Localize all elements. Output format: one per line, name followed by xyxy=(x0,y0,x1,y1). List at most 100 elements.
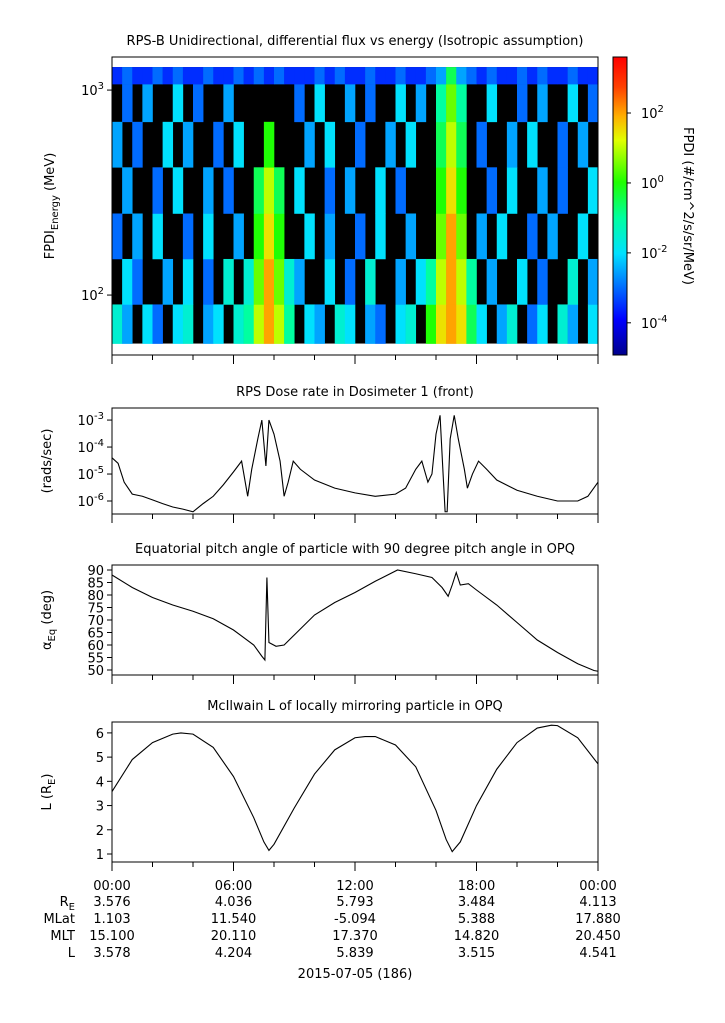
y-tick-label: 85 xyxy=(87,577,104,592)
heatmap-cell xyxy=(233,213,244,260)
heatmap-cell xyxy=(506,304,518,344)
heatmap-cell xyxy=(425,258,437,305)
heatmap-cell xyxy=(162,121,174,168)
ephemeris-value: 3.576 xyxy=(93,895,130,910)
heatmap-cell xyxy=(344,84,356,123)
heatmap-cell xyxy=(577,213,589,260)
heatmap-cell xyxy=(527,213,538,260)
heatmap-cell xyxy=(415,67,427,85)
y-tick-label: 10-5 xyxy=(77,465,104,483)
heatmap-cell xyxy=(233,121,244,168)
heatmap-cell xyxy=(567,84,579,123)
heatmap-cell xyxy=(425,67,437,85)
ephemeris-value: 11.540 xyxy=(211,912,257,927)
heatmap-cell xyxy=(486,84,498,123)
heatmap-cell xyxy=(182,304,194,344)
date-label: 2015-07-05 (186) xyxy=(298,967,413,982)
y-tick-label: 75 xyxy=(87,602,104,617)
x-tick-label: 00:00 xyxy=(579,879,616,894)
y-tick-label: 60 xyxy=(87,639,104,654)
heatmap-cell xyxy=(375,304,386,344)
heatmap-cell xyxy=(112,304,123,344)
heatmap-cell xyxy=(152,67,163,85)
heatmap-cell xyxy=(395,258,406,305)
ephemeris-value: 20.450 xyxy=(575,929,621,944)
panel-title: RPS Dose rate in Dosimeter 1 (front) xyxy=(236,385,474,400)
heatmap-cell xyxy=(405,304,417,344)
heatmap-cell xyxy=(253,167,265,214)
heatmap-cell xyxy=(132,67,143,85)
heatmap-cell xyxy=(203,258,214,305)
panel-title: McIlwain L of locally mirroring particle… xyxy=(207,699,503,714)
heatmap-cell xyxy=(344,67,356,85)
heatmap-cell xyxy=(314,84,325,123)
y-tick-label: 90 xyxy=(87,564,104,579)
heatmap-cell xyxy=(334,304,346,344)
heatmap-cell xyxy=(436,121,447,168)
heatmap-cell xyxy=(456,67,467,85)
x-tick-label: 06:00 xyxy=(215,879,252,894)
heatmap-cell xyxy=(284,258,295,305)
heatmap-cell xyxy=(537,167,548,214)
y-tick-label: 55 xyxy=(87,652,104,667)
axes-frame xyxy=(111,564,599,676)
heatmap-cell xyxy=(486,167,498,214)
heatmap-cell xyxy=(253,67,265,85)
y-tick-label: 10-6 xyxy=(77,492,104,510)
y-tick-label: 1 xyxy=(96,848,104,863)
y-tick-label: 103 xyxy=(81,81,104,99)
ephemeris-value: 5.839 xyxy=(336,946,373,961)
heatmap-cell xyxy=(263,67,275,85)
panel-title: Equatorial pitch angle of particle with … xyxy=(135,542,575,557)
heatmap-cell xyxy=(537,304,548,344)
heatmap-cell xyxy=(587,304,599,344)
heatmap-cell xyxy=(223,67,234,85)
data-line xyxy=(111,724,599,853)
ephemeris-value: 4.541 xyxy=(579,946,616,961)
heatmap-cell xyxy=(517,84,528,123)
ephemeris-label: RE xyxy=(60,895,75,913)
heatmap-cell xyxy=(466,258,477,305)
heatmap-cell xyxy=(294,167,305,214)
y-tick-label: 50 xyxy=(87,664,104,679)
ephemeris-value: 1.103 xyxy=(93,912,130,927)
heatmap-cell xyxy=(476,304,487,344)
y-tick-label: 4 xyxy=(96,775,104,790)
heatmap-cell xyxy=(415,258,427,305)
heatmap-cell xyxy=(365,67,376,85)
heatmap-cell xyxy=(446,121,457,168)
heatmap-cell xyxy=(233,304,244,344)
y-tick-label: 10-3 xyxy=(77,411,104,429)
colorbar-tick-label: 10-2 xyxy=(641,244,668,262)
heatmap-cell xyxy=(365,84,376,123)
y-tick-label: 102 xyxy=(81,286,104,304)
heatmap-cell xyxy=(446,84,457,123)
heatmap-cell xyxy=(182,213,194,260)
colorbar-tick-label: 10-4 xyxy=(641,314,668,332)
heatmap-cell xyxy=(243,304,255,344)
ephemeris-label: MLat xyxy=(43,912,75,927)
heatmap-cell xyxy=(476,121,487,168)
heatmap-cell xyxy=(182,258,194,305)
colorbar-tick-label: 102 xyxy=(641,104,664,122)
heatmap-cell xyxy=(355,213,366,260)
heatmap-cell xyxy=(304,213,315,260)
heatmap-cell xyxy=(243,258,255,305)
y-tick-label: 65 xyxy=(87,627,104,642)
y-tick-label: 5 xyxy=(96,751,104,766)
heatmap-cell xyxy=(496,213,508,260)
colorbar-frame xyxy=(612,56,628,356)
colorbar xyxy=(613,57,627,355)
heatmap-cell xyxy=(456,258,467,305)
heatmap-cell xyxy=(203,67,214,85)
heatmap-cell xyxy=(395,67,406,85)
heatmap-cell xyxy=(506,167,518,214)
heatmap-cell xyxy=(446,67,457,85)
heatmap-cell xyxy=(486,67,498,85)
ephemeris-value: 5.793 xyxy=(336,895,373,910)
ephemeris-value: 17.370 xyxy=(332,929,378,944)
heatmap-cell xyxy=(385,121,396,168)
heatmap-cell xyxy=(587,84,599,123)
ephemeris-value: -5.094 xyxy=(334,912,376,927)
heatmap-cell xyxy=(122,67,133,85)
